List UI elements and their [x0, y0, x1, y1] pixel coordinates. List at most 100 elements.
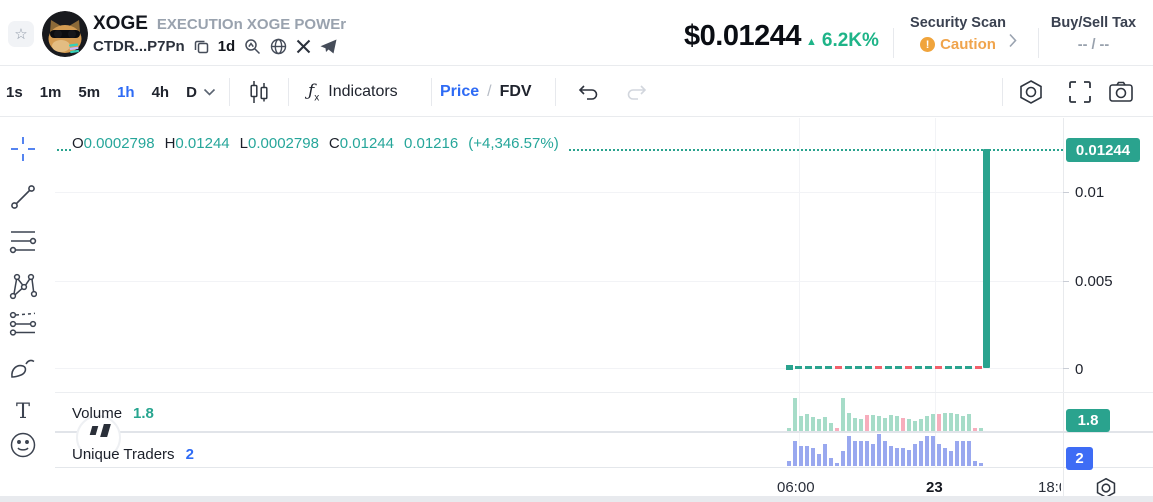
current-price: $0.01244 — [684, 20, 801, 52]
ohlc-high-value: 0.01244 — [175, 135, 230, 152]
traders-bar — [829, 458, 833, 466]
x-axis-label: 18:0 — [1038, 479, 1061, 496]
xabcd-pattern-tool[interactable] — [9, 272, 37, 300]
copy-icon[interactable] — [194, 39, 209, 54]
volume-bar — [835, 428, 839, 431]
traders-bar — [955, 441, 959, 466]
traders-value: 2 — [185, 446, 194, 463]
token-header: ☆ XOGE EXECUTIOn XOGE POWEr CTDR...P7Pn — [0, 0, 1153, 66]
indicators-button[interactable]: ƒx Indicators — [308, 67, 398, 117]
y-axis-label: 0.005 — [1075, 273, 1113, 290]
volume-bar — [823, 417, 827, 431]
projection-tool[interactable] — [9, 310, 37, 338]
volume-bar — [931, 414, 935, 431]
timeframe-1m[interactable]: 1m — [39, 83, 62, 101]
ohlc-legend: O 0.0002798 H 0.01244 L 0.0002798 C 0.01244 … — [72, 135, 567, 152]
traders-bar — [889, 446, 893, 466]
divider — [229, 78, 230, 106]
text-tool-icon: T — [15, 399, 30, 423]
website-globe-icon[interactable] — [270, 38, 287, 55]
volume-bar — [907, 419, 911, 431]
x-axis-label: 06:00 — [777, 479, 815, 496]
undo-button[interactable] — [577, 67, 599, 117]
redo-button[interactable] — [626, 67, 648, 117]
chevron-right-icon[interactable] — [1008, 33, 1017, 48]
timeframe-1s[interactable]: 1s — [6, 83, 23, 101]
chart-search-icon[interactable] — [244, 38, 261, 55]
traders-bar — [811, 448, 815, 466]
timeframe-1h[interactable]: 1h — [117, 83, 135, 101]
chart-settings-button[interactable] — [1017, 67, 1045, 117]
undo-icon — [578, 85, 598, 100]
redo-icon — [627, 85, 647, 100]
screenshot-button[interactable] — [1108, 67, 1134, 117]
timeframe-4h[interactable]: 4h — [151, 83, 170, 101]
text-tool[interactable]: T — [9, 397, 37, 425]
volume-bar — [787, 428, 791, 431]
current-price-badge: 0.01244 — [1066, 138, 1140, 162]
mini-candle — [855, 366, 862, 369]
favorite-button[interactable]: ☆ — [8, 21, 34, 47]
timeframe-dropdown[interactable] — [203, 67, 216, 117]
fib-retracement-tool[interactable] — [9, 227, 37, 255]
price-change: ▲ 6.2K% — [806, 30, 879, 52]
emoji-tool[interactable] — [9, 431, 37, 459]
security-scan-label: Security Scan — [910, 15, 1006, 31]
security-scan-button[interactable]: Security Scan ! Caution — [903, 15, 1013, 53]
ohlc-prev-close: 0.01216 — [403, 135, 459, 152]
volume-bar — [937, 414, 941, 431]
traders-bars — [787, 434, 983, 466]
x-axis-label: 23 — [926, 479, 943, 496]
gridline — [799, 118, 800, 468]
security-status: Caution — [940, 36, 996, 53]
x-twitter-icon[interactable] — [296, 39, 311, 54]
timeframe-5m[interactable]: 5m — [78, 83, 101, 101]
mini-candle — [945, 366, 952, 369]
change-percent: 6.2K% — [821, 30, 879, 51]
divider — [288, 78, 289, 106]
tax-value: -- / -- — [1077, 37, 1110, 53]
mini-candle — [965, 366, 972, 369]
traders-bar — [787, 461, 791, 466]
fullscreen-button[interactable] — [1068, 67, 1092, 117]
trendline-tool[interactable] — [9, 183, 37, 211]
price-fdv-toggle: Price / FDV — [440, 67, 532, 117]
token-age: 1d — [217, 38, 236, 55]
mini-candle — [925, 366, 932, 369]
candle-style-button[interactable] — [248, 67, 270, 117]
volume-bar — [853, 418, 857, 431]
traders-bar — [949, 451, 953, 466]
volume-bar — [871, 415, 875, 431]
mini-candle — [815, 366, 822, 369]
mini-candle — [795, 366, 802, 369]
traders-bar — [865, 441, 869, 466]
divider — [431, 78, 432, 106]
traders-bar — [841, 451, 845, 466]
traders-legend: Unique Traders 2 — [72, 446, 194, 463]
crosshair-tool[interactable] — [9, 135, 37, 163]
telegram-icon[interactable] — [320, 39, 337, 54]
volume-bar — [895, 416, 899, 431]
timeframe-D[interactable]: D — [186, 83, 197, 101]
trendline-icon — [11, 185, 35, 209]
volume-value: 1.8 — [133, 405, 154, 422]
traders-bar — [853, 441, 857, 466]
smiley-icon — [10, 432, 36, 458]
traders-bar — [793, 441, 797, 466]
volume-bar — [817, 419, 821, 431]
brush-tool[interactable] — [9, 354, 37, 382]
fdv-mode-button[interactable]: FDV — [499, 83, 532, 100]
bottom-strip — [0, 496, 1153, 502]
contract-address[interactable]: CTDR...P7Pn — [93, 38, 185, 55]
gridline — [935, 118, 936, 468]
mini-candle — [885, 366, 892, 369]
price-mode-button[interactable]: Price — [440, 83, 480, 100]
traders-bar — [907, 450, 911, 466]
mode-slash: / — [487, 83, 492, 100]
mini-candle — [935, 366, 942, 369]
traders-bar — [871, 444, 875, 466]
mini-candle — [905, 366, 912, 369]
volume-bar — [793, 398, 797, 431]
volume-bar — [859, 419, 863, 431]
